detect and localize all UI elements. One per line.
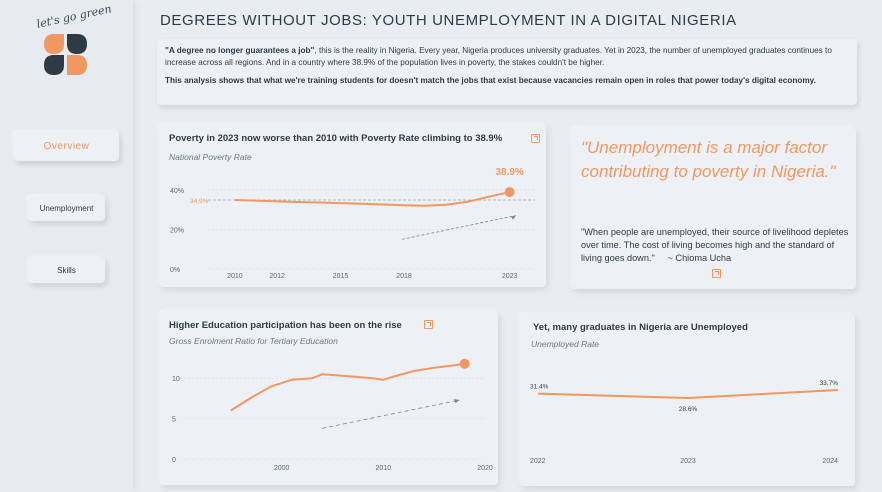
intro-paragraph: "A degree no longer guarantees a job", t… xyxy=(165,45,849,69)
enrolment-chart: 0 5 10 2000 2010 2020 xyxy=(172,358,493,472)
y-tick-label: 0 xyxy=(172,457,176,464)
poverty-chart: 0% 20% 40% 2010 2012 2015 2018 2023 34.9% 38.9% xyxy=(170,167,535,280)
data-point xyxy=(504,187,515,198)
page-title: DEGREES WITHOUT JOBS: YOUTH UNEMPLOYMENT… xyxy=(160,12,737,29)
x-tick-label: 2023 xyxy=(680,458,696,465)
expand-icon[interactable] xyxy=(531,134,540,143)
data-point xyxy=(459,358,470,369)
quote-body: "When people are unemployed, their sourc… xyxy=(581,227,849,263)
x-tick-label: 2000 xyxy=(274,465,290,472)
y-tick-label: 0% xyxy=(170,267,180,274)
enrolment-chart-subtitle: Gross Enrolment Ratio for Tertiary Educa… xyxy=(169,336,338,346)
unemployment-chart: 31.4% 28.6% 33.7% 2022 2023 2024 xyxy=(530,380,839,465)
trend-arrowhead xyxy=(453,399,460,404)
x-tick-label: 2010 xyxy=(376,465,392,472)
nav-overview[interactable]: Overview xyxy=(14,131,119,161)
end-value-label: 38.9% xyxy=(495,167,523,178)
y-tick-label: 5 xyxy=(172,417,176,424)
clover-icon xyxy=(44,34,87,75)
intro-analysis: This analysis shows that what we're trai… xyxy=(165,76,816,85)
x-tick-label: 2015 xyxy=(333,273,349,280)
data-label: 31.4% xyxy=(530,384,549,391)
y-tick-label: 10 xyxy=(172,376,180,383)
nav-skills[interactable]: Skills xyxy=(28,258,105,283)
poverty-chart-subtitle: National Poverty Rate xyxy=(169,152,252,162)
y-tick-label: 40% xyxy=(170,188,184,195)
quote-body-block: "When people are unemployed, their sourc… xyxy=(581,226,851,265)
series-line xyxy=(537,389,839,400)
quote-headline: "Unemployment is a major factor contribu… xyxy=(581,138,836,181)
intro-lead-rest: , this is the reality in Nigeria. Every … xyxy=(165,46,832,67)
data-label: 28.6% xyxy=(679,406,698,413)
unemployment-chart-card xyxy=(520,314,855,486)
nav-unemployment[interactable]: Unemployment xyxy=(28,196,105,221)
x-tick-label: 2010 xyxy=(227,273,243,280)
unemployment-chart-title: Yet, many graduates in Nigeria are Unemp… xyxy=(533,322,748,333)
series-line xyxy=(230,362,465,412)
poverty-chart-card xyxy=(160,124,546,287)
poverty-chart-title: Poverty in 2023 now worse than 2010 with… xyxy=(169,133,503,144)
x-tick-label: 2020 xyxy=(477,465,493,472)
expand-icon[interactable] xyxy=(712,269,721,278)
intro-lead-bold: "A degree no longer guarantees a job" xyxy=(165,46,315,55)
brand-logo: let's go green xyxy=(30,2,113,83)
unemployment-chart-subtitle: Unemployed Rate xyxy=(531,339,600,349)
enrolment-chart-card xyxy=(160,311,498,485)
trend-arrowhead xyxy=(510,215,516,220)
expand-icon[interactable] xyxy=(424,320,433,329)
x-tick-label: 2022 xyxy=(530,458,546,465)
data-label: 33.7% xyxy=(820,380,839,387)
x-tick-label: 2018 xyxy=(396,273,412,280)
trend-arrow xyxy=(322,399,460,429)
quote-author: ~ Chioma Ucha xyxy=(667,253,732,263)
sidebar: let's go green Overview Unemployment Ski… xyxy=(0,0,133,492)
x-tick-label: 2012 xyxy=(269,273,285,280)
x-tick-label: 2023 xyxy=(502,273,518,280)
x-tick-label: 2024 xyxy=(822,458,838,465)
y-tick-label: 20% xyxy=(170,227,184,234)
enrolment-chart-title: Higher Education participation has been … xyxy=(169,320,402,331)
start-value-label: 34.9% xyxy=(190,198,209,205)
series-line xyxy=(234,191,510,207)
intro-panel: "A degree no longer guarantees a job", t… xyxy=(157,39,857,105)
trend-arrow xyxy=(401,215,517,240)
quote-card xyxy=(571,128,856,289)
